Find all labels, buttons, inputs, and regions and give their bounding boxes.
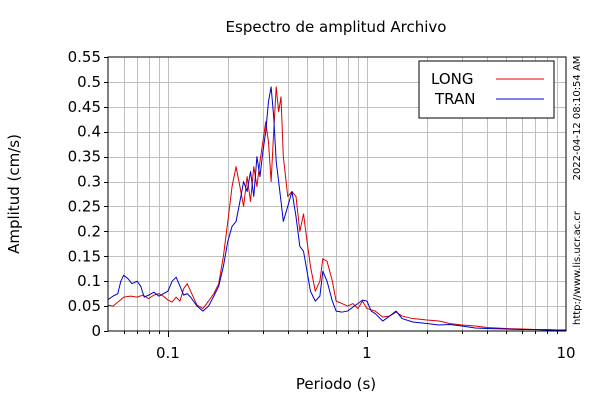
y-tick-label: 0.55	[68, 48, 101, 66]
x-axis-ticks: 0.1 1 10	[124, 331, 576, 362]
legend-box	[418, 60, 555, 119]
y-tick-label: 0	[91, 322, 101, 340]
y-tick-label: 0.05	[68, 297, 101, 315]
series-line-tran	[107, 86, 566, 331]
source-url-text: http://www.lis.ucr.ac.cr	[572, 210, 583, 325]
x-tick-label: 0.1	[156, 344, 180, 362]
y-tick-label: 0.25	[68, 197, 101, 215]
chart-title: Espectro de amplitud Archivo	[226, 18, 447, 36]
y-tick-label: 0.1	[77, 272, 101, 290]
legend: LONG TRAN	[418, 60, 555, 119]
x-tick-label: 10	[556, 344, 575, 362]
x-axis-label: Periodo (s)	[296, 375, 376, 393]
y-tick-label: 0.35	[68, 148, 101, 166]
chart-series	[107, 86, 566, 331]
y-axis-label: Amplitud (cm/s)	[5, 134, 23, 254]
legend-label-tran: TRAN	[434, 90, 475, 108]
series-line-long	[107, 86, 566, 331]
y-tick-label: 0.4	[77, 123, 101, 141]
legend-label-long: LONG	[431, 70, 473, 88]
timestamp-text: 2022-04-12 08:10:54 AM	[572, 56, 583, 181]
y-tick-label: 0.45	[68, 98, 101, 116]
y-tick-label: 0.15	[68, 247, 101, 265]
y-tick-label: 0.2	[77, 222, 101, 240]
chart-grid	[108, 57, 566, 331]
x-tick-label: 1	[362, 344, 372, 362]
y-axis-ticks: 0 0.05 0.1 0.15 0.2 0.25 0.3 0.35 0.4 0.45 0.5 0.55	[68, 48, 108, 340]
y-tick-label: 0.3	[77, 173, 101, 191]
y-tick-label: 0.5	[77, 73, 101, 91]
